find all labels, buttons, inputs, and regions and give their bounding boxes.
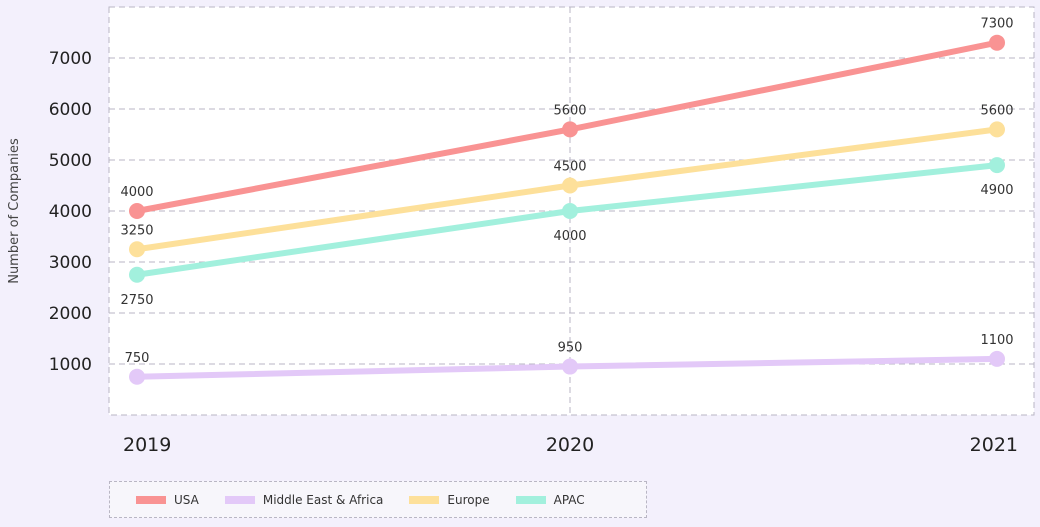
data-label: 4000 [120,185,153,200]
legend-label: Europe [447,492,490,507]
data-point [989,121,1005,138]
x-tick-labels: 2019 2020 2021 [123,434,1018,456]
legend-swatch [409,495,440,504]
data-label: 3250 [120,223,153,238]
legend-item[interactable]: Europe [409,492,490,507]
data-labels: 4000 5600 7300 750 950 1100 3250 4500 5600 2750 40… [120,17,1013,366]
data-label: 4500 [553,160,586,175]
data-label: 4000 [553,229,586,244]
data-label: 750 [125,351,150,366]
legend-swatch [515,495,546,504]
data-point [562,121,578,138]
legend: USA Middle East & Africa Europe APAC [109,481,647,518]
data-point [989,34,1005,51]
y-tick-label: 6000 [49,100,92,120]
y-tick-label: 1000 [49,355,92,375]
data-label: 950 [558,341,583,356]
data-label: 5600 [553,103,586,118]
data-point [562,358,578,375]
legend-swatch [224,495,255,504]
data-label: 2750 [120,293,153,308]
y-tick-label: 2000 [49,304,92,324]
data-label: 4900 [980,183,1013,198]
data-point [129,203,145,219]
data-label: 1100 [980,333,1013,348]
y-tick-label: 3000 [49,253,92,273]
data-label: 7300 [980,17,1013,32]
data-point [129,266,145,283]
legend-swatch [136,495,166,504]
y-tick-label: 7000 [49,49,92,69]
data-point [129,368,145,385]
data-point [562,203,578,219]
legend-item[interactable]: USA [136,493,199,507]
y-tick-label: 4000 [49,202,92,222]
y-tick-label: 5000 [49,151,92,171]
legend-label: APAC [553,492,585,507]
data-label: 5600 [980,103,1013,118]
data-point [989,157,1005,174]
series-lines [129,34,1005,385]
legend-label: USA [174,492,199,507]
legend-item[interactable]: Middle East & Africa [224,492,384,507]
x-tick-label: 2021 [970,434,1018,456]
x-tick-label: 2019 [123,434,171,456]
legend-item[interactable]: APAC [515,492,585,507]
y-axis-label: Number of Companies [7,138,22,284]
legend-label: Middle East & Africa [262,492,384,507]
data-point [989,350,1005,367]
y-tick-labels: 1000 2000 3000 4000 5000 6000 7000 [49,49,92,375]
x-tick-label: 2020 [546,434,594,456]
data-point [562,177,578,194]
data-point [129,241,145,258]
